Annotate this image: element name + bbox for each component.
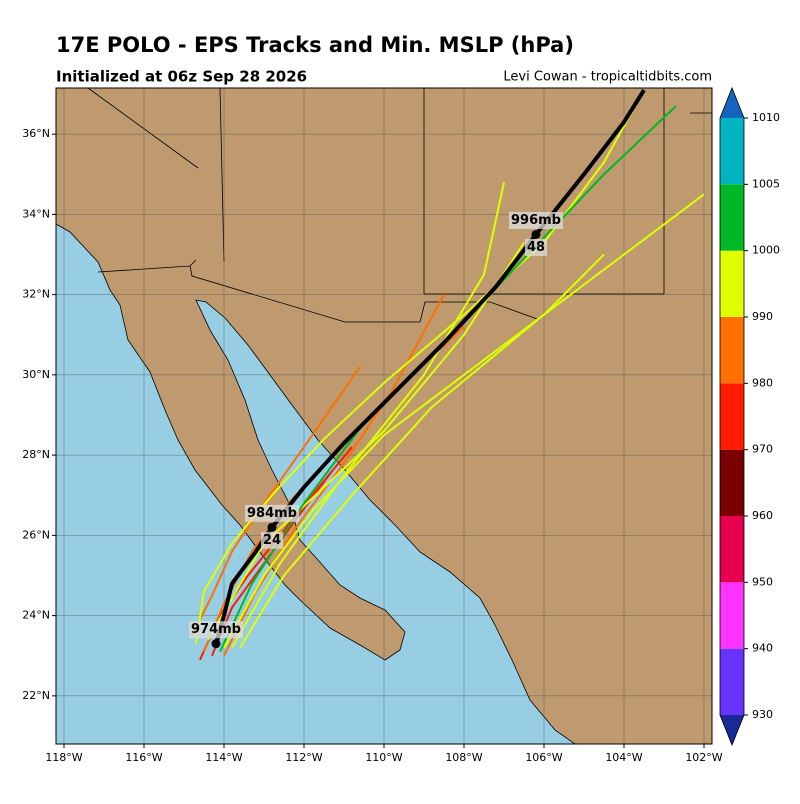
y-tick-label: 34°N: [22, 207, 50, 220]
colorbar-segment: [720, 648, 744, 715]
colorbar-segment: [720, 383, 744, 450]
x-tick-label: 116°W: [125, 751, 162, 764]
credit: Levi Cowan - tropicaltidbits.com: [503, 70, 712, 85]
colorbar-segment: [720, 250, 744, 317]
pressure-label: 996mb: [511, 213, 561, 228]
colorbar-tick-label: 1005: [752, 177, 780, 190]
colorbar-tick-label: 1000: [752, 244, 780, 257]
subtitle: Initialized at 06z Sep 28 2026: [56, 68, 307, 86]
label-box: [260, 531, 284, 549]
y-tick-label: 24°N: [22, 609, 50, 622]
colorbar-segment: [720, 449, 744, 516]
x-tick-label: 108°W: [445, 751, 482, 764]
x-tick-label: 106°W: [525, 751, 562, 764]
pressure-label: 984mb: [247, 506, 297, 521]
colorbar-segment: [720, 516, 744, 583]
hour-label: 24: [263, 533, 281, 548]
colorbar-segment: [720, 582, 744, 649]
y-tick-label: 26°N: [22, 528, 50, 541]
y-tick-label: 36°N: [22, 127, 50, 140]
colorbar-segment: [720, 118, 744, 185]
x-tick-label: 110°W: [365, 751, 402, 764]
colorbar-tick-label: 960: [752, 509, 773, 522]
map: 974mb 984mb 24 996mb 48: [56, 88, 712, 744]
colorbar-segment: [720, 317, 744, 384]
y-tick-label: 22°N: [22, 689, 50, 702]
x-tick-label: 114°W: [205, 751, 242, 764]
label-box: [189, 621, 243, 639]
track-point: [531, 229, 541, 239]
hour-label: 48: [527, 240, 545, 255]
colorbar-tick-label: 940: [752, 642, 773, 655]
chart-title: 17E POLO - EPS Tracks and Min. MSLP (hPa…: [56, 33, 574, 57]
track-point: [211, 639, 221, 649]
label-box: [509, 211, 563, 229]
label-box: [524, 238, 548, 256]
mean-track: [214, 88, 646, 645]
member-track: [223, 193, 705, 649]
member-track: [231, 182, 505, 649]
member-track: [239, 253, 605, 649]
x-tick-label: 102°W: [685, 751, 722, 764]
y-tick-label: 32°N: [22, 288, 50, 301]
track-point: [267, 522, 277, 532]
pressure-label: 974mb: [191, 622, 241, 637]
colorbar-tick-label: 990: [752, 310, 773, 323]
member-track: [207, 241, 525, 641]
y-tick-label: 30°N: [22, 368, 50, 381]
member-track: [223, 294, 445, 657]
colorbar-segment: [720, 184, 744, 251]
colorbar-tick-label: 1010: [752, 111, 780, 124]
x-tick-label: 118°W: [45, 751, 82, 764]
colorbar-tick-label: 930: [752, 708, 773, 721]
x-tick-label: 104°W: [605, 751, 642, 764]
member-track: [195, 89, 645, 644]
colorbar-under: [720, 715, 744, 745]
colorbar-tick-label: 950: [752, 575, 773, 588]
colorbar-over: [720, 88, 744, 118]
colorbar-tick-label: 970: [752, 443, 773, 456]
member-track: [191, 366, 361, 637]
colorbar-tick-label: 980: [752, 376, 773, 389]
x-tick-label: 112°W: [285, 751, 322, 764]
label-box: [245, 504, 299, 522]
y-tick-label: 28°N: [22, 448, 50, 461]
